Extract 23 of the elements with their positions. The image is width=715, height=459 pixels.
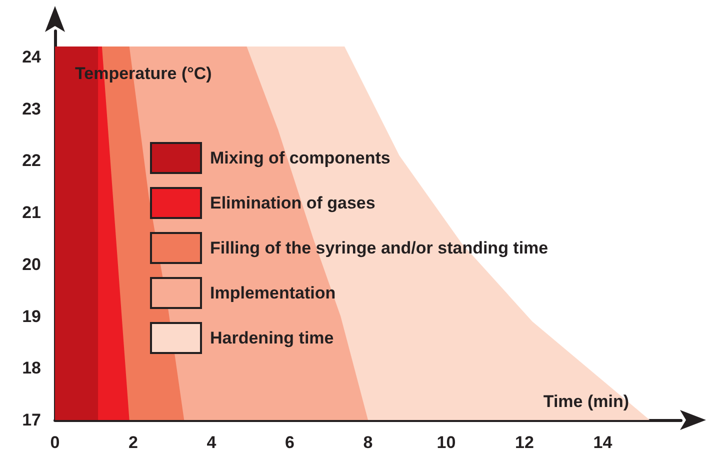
y-tick-label: 22 [22, 151, 41, 170]
legend-label: Implementation [210, 284, 336, 302]
y-tick-label: 19 [22, 306, 41, 326]
legend-label: Mixing of components [210, 148, 390, 168]
y-tick-label: 20 [22, 254, 41, 274]
x-tick-label: 8 [363, 433, 373, 452]
y-tick-label: 18 [22, 358, 41, 378]
x-tick-label: 2 [128, 433, 138, 452]
x-tick-label: 14 [593, 433, 613, 452]
x-axis-title: Time (min) [543, 392, 629, 411]
x-tick-label: 12 [515, 433, 534, 452]
x-tick-label: 4 [206, 433, 217, 452]
legend-label: Elimination of gases [210, 194, 376, 212]
y-axis-title: Temperature (°C) [75, 64, 212, 83]
x-tick-label: 6 [285, 433, 294, 452]
y-tick-label: 23 [22, 99, 41, 118]
y-tick-label: 24 [22, 47, 42, 66]
x-tick-label: 0 [50, 433, 60, 452]
legend-label: Hardening time [210, 328, 334, 348]
x-tick-label: 10 [436, 433, 456, 452]
legend-label: Filling of the syringe and/or standing time [210, 238, 548, 258]
y-tick-label: 21 [22, 203, 41, 222]
y-tick-label: 17 [22, 410, 41, 430]
